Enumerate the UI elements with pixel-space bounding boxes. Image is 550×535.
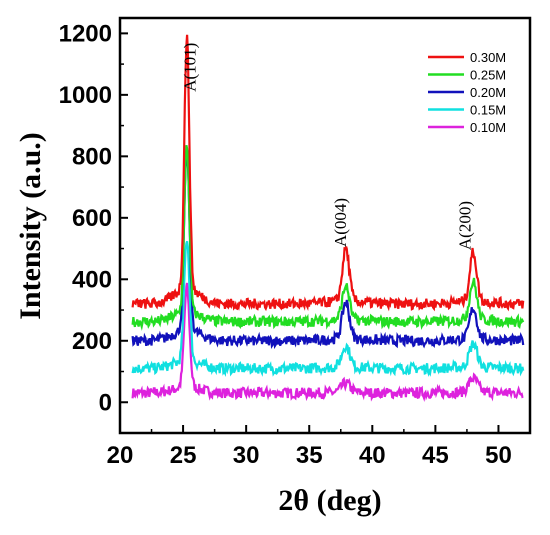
x-tick-label: 25 [170, 442, 197, 469]
y-tick-label: 400 [72, 266, 112, 293]
series-line-0-25M [131, 144, 525, 331]
x-tick-label: 50 [485, 442, 512, 469]
x-tick-label: 30 [233, 442, 260, 469]
y-tick-label: 1000 [59, 82, 112, 109]
y-tick-label: 200 [72, 328, 112, 355]
series-line-0-20M [131, 150, 525, 350]
y-tick-label: 1200 [59, 20, 112, 47]
legend-label: 0.10M [470, 120, 506, 135]
x-tick-label: 40 [359, 442, 386, 469]
legend-label: 0.20M [470, 85, 506, 100]
peak-annotations: A(101) A(004) A(200) [181, 43, 475, 250]
series-layer [131, 34, 525, 402]
legend-label: 0.15M [470, 103, 506, 118]
y-tick-label: 600 [72, 205, 112, 232]
y-tick-label: 800 [72, 143, 112, 170]
y-axis-title: Intensity (a.u.) [14, 132, 47, 320]
peak-label: A(004) [331, 198, 350, 247]
x-tick-label: 20 [107, 442, 134, 469]
legend-label: 0.25M [470, 68, 506, 83]
series-line-0-15M [131, 240, 525, 377]
y-ticks: 0 200 400 600 800 1000 1200 [59, 20, 128, 416]
series-line-0-10M [131, 282, 524, 402]
legend-label: 0.30M [470, 50, 506, 65]
x-axis-title: 2θ (deg) [278, 484, 381, 517]
peak-label: A(200) [456, 201, 475, 250]
x-tick-label: 35 [296, 442, 323, 469]
legend: 0.30M 0.25M 0.20M 0.15M 0.10M [428, 50, 506, 135]
y-tick-label: 0 [99, 389, 112, 416]
x-tick-label: 45 [422, 442, 449, 469]
plot-area: 20 25 30 35 40 45 50 0 200 400 600 800 1000 1200 A(1… [59, 16, 532, 469]
x-ticks: 20 25 30 35 40 45 50 [107, 425, 512, 469]
series-line-0-30M [131, 34, 525, 312]
plot-frame [118, 16, 532, 435]
peak-label: A(101) [181, 43, 200, 92]
